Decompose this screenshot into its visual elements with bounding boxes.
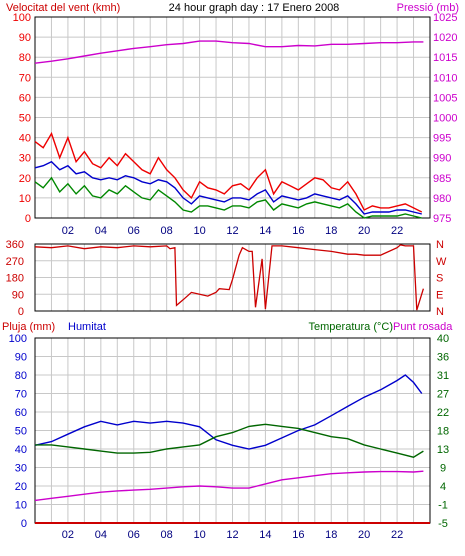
pressure-tick-label: 1020 bbox=[433, 32, 457, 44]
temperature-axis-title: Temperatura (°C) bbox=[309, 321, 393, 333]
dewpoint-axis-title: Punt rosada bbox=[393, 321, 453, 333]
compass-tick-label: S bbox=[436, 273, 443, 285]
hour-tick-label: 18 bbox=[325, 225, 337, 237]
temperature-tick-label: -5 bbox=[438, 518, 448, 530]
series-temperature bbox=[35, 423, 424, 458]
rain-axis-title: Pluja (mm) bbox=[2, 321, 55, 333]
hour-tick-label: 22 bbox=[391, 529, 403, 541]
temperature-tick-label: 18 bbox=[437, 426, 449, 438]
compass-tick-label: E bbox=[436, 289, 443, 301]
temperature-tick-label: 4 bbox=[440, 481, 446, 493]
temperature-tick-label: 9 bbox=[440, 463, 446, 475]
hour-tick-label: 04 bbox=[95, 529, 107, 541]
temperature-tick-label: 31 bbox=[437, 370, 449, 382]
humidity-tick-label: 30 bbox=[15, 463, 27, 475]
hour-tick-label: 10 bbox=[193, 529, 205, 541]
wind-axis-title: Velocitat del vent (kmh) bbox=[6, 2, 120, 14]
wind-tick-label: 40 bbox=[19, 133, 31, 145]
compass-tick-label: N bbox=[436, 239, 444, 251]
humidity-tick-label: 70 bbox=[15, 389, 27, 401]
humidity-axis-title: Humitat bbox=[68, 321, 106, 333]
series-dewpoint bbox=[34, 470, 424, 502]
hour-tick-label: 04 bbox=[95, 225, 107, 237]
hour-tick-label: 20 bbox=[358, 529, 370, 541]
temperature-tick-label: 13 bbox=[437, 444, 449, 456]
wind-tick-label: 100 bbox=[13, 12, 31, 24]
chart-title: 24 hour graph day : 17 Enero 2008 bbox=[169, 2, 340, 14]
temperature-tick-label: 27 bbox=[437, 389, 449, 401]
direction-tick-label: 180 bbox=[6, 273, 24, 285]
humidity-temperature-panel: 0 10 20 30 40 50 60 70 80 90 100 -5 -1 4 9 13 18 22 27 31 36… bbox=[9, 333, 449, 541]
hour-tick-label: 08 bbox=[161, 225, 173, 237]
wind-tick-label: 50 bbox=[19, 113, 31, 125]
wind-tick-label: 20 bbox=[19, 173, 31, 185]
hour-tick-label: 12 bbox=[226, 225, 238, 237]
humidity-tick-label: 60 bbox=[15, 407, 27, 419]
humidity-tick-label: 40 bbox=[15, 444, 27, 456]
series-pressure bbox=[34, 40, 424, 64]
humidity-tick-label: 20 bbox=[15, 481, 27, 493]
hour-tick-label: 08 bbox=[161, 529, 173, 541]
wind-tick-label: 90 bbox=[19, 32, 31, 44]
hour-tick-label: 10 bbox=[193, 225, 205, 237]
wind-tick-label: 0 bbox=[25, 213, 31, 225]
humidity-tick-label: 10 bbox=[15, 500, 27, 512]
hour-tick-label: 16 bbox=[292, 225, 304, 237]
wind-tick-label: 80 bbox=[19, 52, 31, 64]
humidity-tick-label: 0 bbox=[21, 518, 27, 530]
hour-tick-label: 02 bbox=[62, 225, 74, 237]
wind-tick-label: 30 bbox=[19, 153, 31, 165]
hour-tick-label: 20 bbox=[358, 225, 370, 237]
pressure-tick-label: 990 bbox=[433, 153, 451, 165]
direction-tick-label: 270 bbox=[6, 256, 24, 268]
hour-tick-label: 06 bbox=[128, 225, 140, 237]
pressure-tick-label: 980 bbox=[433, 193, 451, 205]
pressure-axis-title: Pressió (mb) bbox=[397, 2, 459, 14]
hour-tick-label: 14 bbox=[259, 225, 271, 237]
pressure-tick-label: 975 bbox=[433, 213, 451, 225]
temperature-tick-label: 22 bbox=[437, 407, 449, 419]
series-direction bbox=[34, 244, 425, 311]
wind-tick-label: 10 bbox=[19, 193, 31, 205]
humidity-tick-label: 100 bbox=[9, 333, 27, 345]
compass-tick-label: W bbox=[436, 256, 447, 268]
humidity-tick-label: 80 bbox=[15, 370, 27, 382]
compass-tick-label: N bbox=[436, 306, 444, 318]
temperature-tick-label: 40 bbox=[437, 333, 449, 345]
hour-tick-label: 06 bbox=[128, 529, 140, 541]
wind-tick-label: 60 bbox=[19, 92, 31, 104]
temperature-tick-label: 36 bbox=[437, 352, 449, 364]
pressure-tick-label: 1010 bbox=[433, 72, 457, 84]
humidity-tick-label: 90 bbox=[15, 352, 27, 364]
wind-tick-label: 70 bbox=[19, 72, 31, 84]
pressure-tick-label: 1000 bbox=[433, 113, 457, 125]
pressure-tick-label: 995 bbox=[433, 133, 451, 145]
hour-tick-label: 12 bbox=[226, 529, 238, 541]
hour-tick-label: 14 bbox=[259, 529, 271, 541]
plot-frame bbox=[34, 243, 431, 312]
pressure-tick-label: 985 bbox=[433, 173, 451, 185]
pressure-tick-label: 1015 bbox=[433, 52, 457, 64]
pressure-tick-label: 1025 bbox=[433, 12, 457, 24]
hour-tick-label: 02 bbox=[62, 529, 74, 541]
temperature-tick-label: -1 bbox=[438, 500, 448, 512]
direction-tick-label: 360 bbox=[6, 239, 24, 251]
pressure-tick-label: 1005 bbox=[433, 92, 457, 104]
series-low bbox=[34, 176, 422, 219]
plot-frame bbox=[34, 16, 431, 219]
series-gust bbox=[34, 131, 423, 213]
direction-tick-label: 0 bbox=[18, 306, 24, 318]
wind-pressure-panel: 0102030405060708090100975980985990995100… bbox=[13, 12, 458, 237]
hour-tick-label: 22 bbox=[391, 225, 403, 237]
series-average bbox=[34, 160, 422, 215]
hour-tick-label: 16 bbox=[292, 529, 304, 541]
hour-tick-label: 18 bbox=[325, 529, 337, 541]
series-humidity bbox=[34, 374, 423, 450]
humidity-tick-label: 50 bbox=[15, 426, 27, 438]
direction-tick-label: 90 bbox=[12, 289, 24, 301]
